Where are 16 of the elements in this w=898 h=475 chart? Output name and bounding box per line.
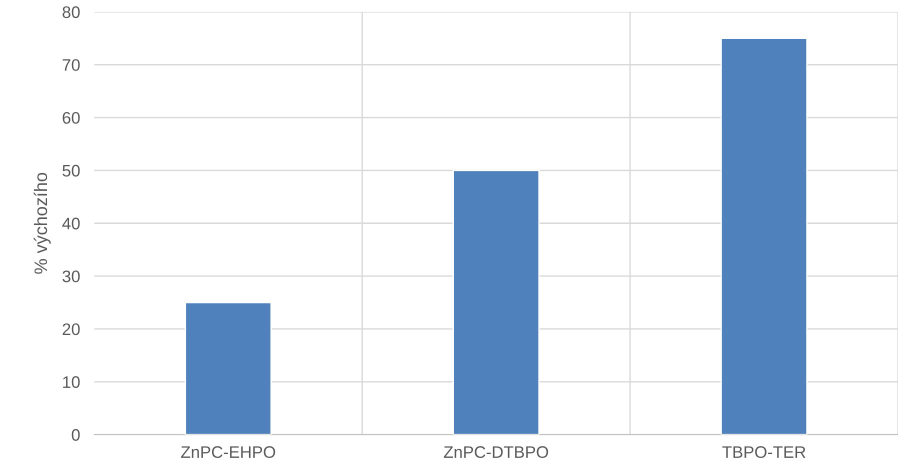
y-tick-label: 50 [62,164,80,177]
y-tick-label: 40 [62,218,80,230]
y-tick-label: 10 [63,376,80,388]
y-tick-label: 30 [62,270,80,282]
bar [452,170,540,435]
x-tick-label: TBPO-TER [722,446,806,458]
bar [720,38,808,435]
bar [184,302,272,435]
y-tick-label: 70 [62,59,80,71]
y-tick-label: 0 [72,429,80,441]
y-tick-label: 20 [62,323,80,336]
y-axis-title: % výchozího [34,172,51,274]
y-tick-label: 60 [62,112,80,124]
x-tick-label: ZnPC-EHPO [181,446,276,458]
y-tick-label: 80 [62,6,80,18]
x-tick-label: ZnPC-DTBPO [444,446,548,458]
